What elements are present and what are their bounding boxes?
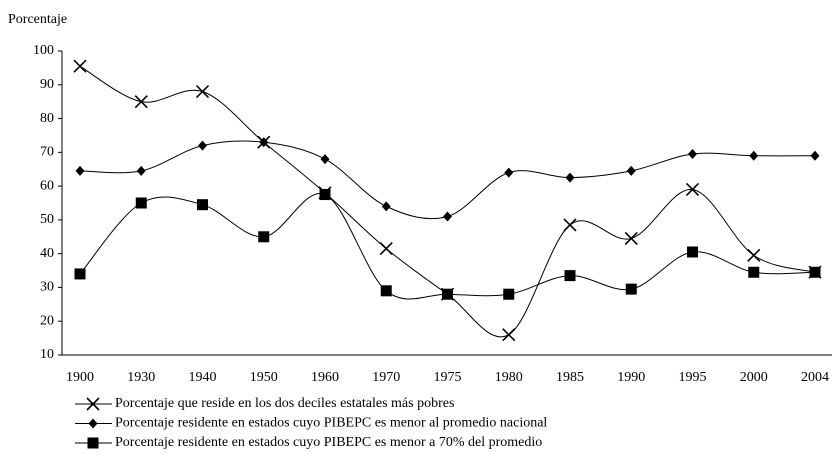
marker xyxy=(443,211,452,222)
marker xyxy=(75,165,85,176)
x-tick-label: 2000 xyxy=(740,370,768,385)
marker xyxy=(134,95,148,109)
marker xyxy=(502,328,516,342)
marker xyxy=(687,246,698,258)
marker xyxy=(195,84,210,99)
marker xyxy=(688,149,697,160)
y-tick-label: 50 xyxy=(40,212,54,227)
x-tick-label: 2004 xyxy=(801,370,829,385)
marker xyxy=(624,231,638,246)
y-tick-label: 10 xyxy=(40,347,54,362)
marker xyxy=(259,137,269,148)
x-tick-label: 1970 xyxy=(372,370,400,385)
marker xyxy=(504,167,514,178)
x-tick-label: 1985 xyxy=(556,370,584,385)
marker xyxy=(749,150,759,161)
marker xyxy=(442,288,453,300)
marker xyxy=(747,248,761,262)
marker xyxy=(810,150,820,161)
legend-label: Porcentaje residente en estados cuyo PIB… xyxy=(115,416,547,431)
legend-label: Porcentaje residente en estados cuyo PIB… xyxy=(115,435,542,450)
y-tick-label: 100 xyxy=(33,43,54,58)
marker xyxy=(379,242,393,256)
marker xyxy=(258,231,270,243)
marker xyxy=(198,140,207,151)
x-tick-label: 1990 xyxy=(617,370,645,385)
x-tick-label: 1900 xyxy=(66,370,94,385)
x-tick-label: 1940 xyxy=(189,370,217,385)
y-tick-label: 30 xyxy=(40,280,54,295)
marker xyxy=(197,199,208,211)
y-axis-label: Porcentaje xyxy=(8,12,67,27)
marker xyxy=(74,268,86,280)
marker xyxy=(135,197,147,209)
marker xyxy=(87,437,99,449)
y-tick-label: 40 xyxy=(40,246,54,261)
marker xyxy=(320,154,330,165)
legend-label: Porcentaje que reside en los dos deciles… xyxy=(115,396,454,411)
marker xyxy=(86,397,100,411)
marker xyxy=(564,270,576,282)
marker xyxy=(73,59,87,73)
marker xyxy=(380,285,392,297)
marker xyxy=(503,288,515,300)
series-line xyxy=(79,140,816,220)
x-tick-label: 1975 xyxy=(434,370,462,385)
series-line xyxy=(79,193,816,300)
x-tick-label: 1980 xyxy=(495,370,523,385)
y-tick-label: 20 xyxy=(40,313,54,328)
marker xyxy=(136,165,146,176)
x-tick-label: 1950 xyxy=(250,370,278,385)
marker xyxy=(626,165,636,176)
marker xyxy=(381,201,391,212)
marker xyxy=(563,218,577,232)
y-tick-label: 90 xyxy=(40,77,54,92)
marker xyxy=(685,182,700,197)
marker xyxy=(625,283,637,295)
marker xyxy=(88,418,98,429)
y-tick-label: 70 xyxy=(40,145,54,160)
y-tick-label: 80 xyxy=(40,111,54,126)
marker xyxy=(748,266,760,278)
x-tick-label: 1995 xyxy=(679,370,707,385)
x-tick-label: 1960 xyxy=(311,370,339,385)
marker xyxy=(319,189,331,201)
marker xyxy=(565,172,575,183)
marker xyxy=(809,266,821,278)
x-tick-label: 1930 xyxy=(127,370,155,385)
y-tick-label: 60 xyxy=(40,178,54,193)
